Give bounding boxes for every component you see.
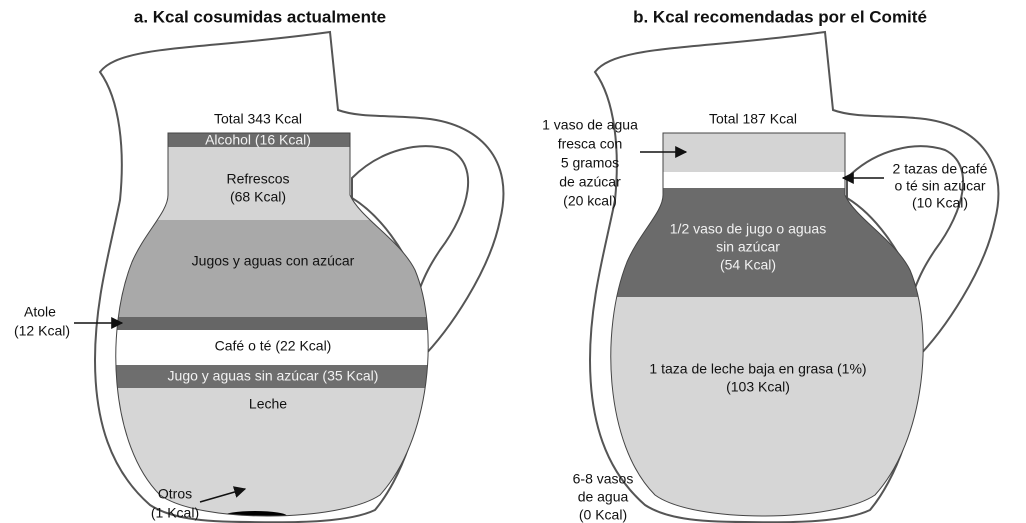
pitcher-b bbox=[589, 31, 1000, 523]
section-label: sin azúcar bbox=[716, 239, 780, 255]
section-label: Leche bbox=[249, 396, 287, 412]
section-label: Alcohol (16 Kcal) bbox=[205, 132, 311, 148]
callout-label: Atole bbox=[24, 304, 56, 320]
section-label: 1 taza de leche baja en grasa (1%) bbox=[649, 361, 866, 377]
panel-title: a. Kcal cosumidas actualmente bbox=[134, 7, 386, 26]
callout-label: de agua bbox=[578, 489, 629, 505]
callout-label: (0 Kcal) bbox=[579, 507, 627, 523]
callout-label: de azúcar bbox=[559, 174, 621, 190]
section-label: 1/2 vaso de jugo o aguas bbox=[670, 221, 826, 237]
total: Total 343 Kcal bbox=[214, 111, 302, 127]
callout-label: (1 Kcal) bbox=[151, 505, 199, 521]
arrow bbox=[199, 486, 247, 503]
total: Total 187 Kcal bbox=[709, 111, 797, 127]
callout-label: 5 gramos bbox=[561, 155, 619, 171]
callout-label: 1 vaso de agua bbox=[542, 117, 638, 133]
callout-label: (10 Kcal) bbox=[912, 195, 968, 211]
section-label: Café o té (22 Kcal) bbox=[215, 338, 332, 354]
section-label: (54 Kcal) bbox=[720, 257, 776, 273]
callout-label: Otros bbox=[158, 486, 192, 502]
callout-label: 6-8 vasos bbox=[573, 471, 634, 487]
callout-label: fresca con bbox=[558, 136, 623, 152]
section-label: Refrescos bbox=[226, 171, 289, 187]
callout-label: 2 tazas de café bbox=[893, 161, 988, 177]
callout-label: (20 kcal) bbox=[563, 193, 617, 209]
callout-label: o té sin azúcar bbox=[894, 178, 985, 194]
callout-label: (12 Kcal) bbox=[14, 323, 70, 339]
section-label: Jugos y aguas con azúcar bbox=[192, 253, 355, 269]
section-label: (68 Kcal) bbox=[230, 189, 286, 205]
section-label: Jugo y aguas sin azúcar (35 Kcal) bbox=[168, 368, 379, 384]
section-label: (103 Kcal) bbox=[726, 379, 790, 395]
panel-title: b. Kcal recomendadas por el Comité bbox=[633, 7, 927, 26]
pitcher-a bbox=[94, 31, 505, 523]
